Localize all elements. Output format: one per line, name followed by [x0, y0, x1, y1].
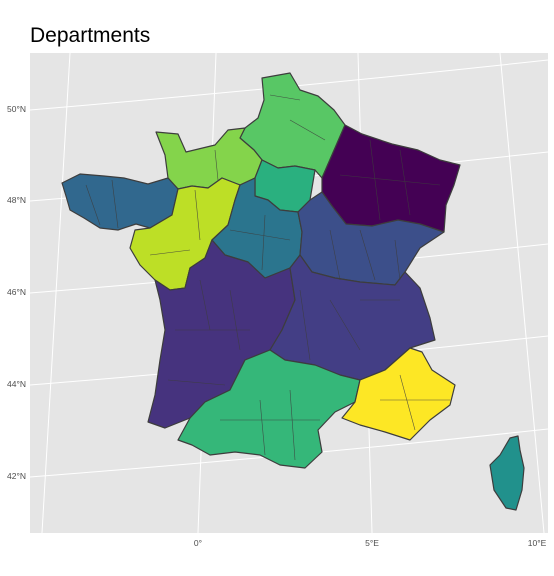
y-tick-label: 42°N — [0, 471, 26, 481]
x-tick-label: 0° — [183, 538, 213, 548]
x-tick-label: 5°E — [357, 538, 387, 548]
y-tick-label: 50°N — [0, 104, 26, 114]
y-tick-label: 46°N — [0, 287, 26, 297]
x-tick-label: 10°E — [522, 538, 552, 548]
y-tick-label: 48°N — [0, 195, 26, 205]
y-tick-label: 44°N — [0, 379, 26, 389]
